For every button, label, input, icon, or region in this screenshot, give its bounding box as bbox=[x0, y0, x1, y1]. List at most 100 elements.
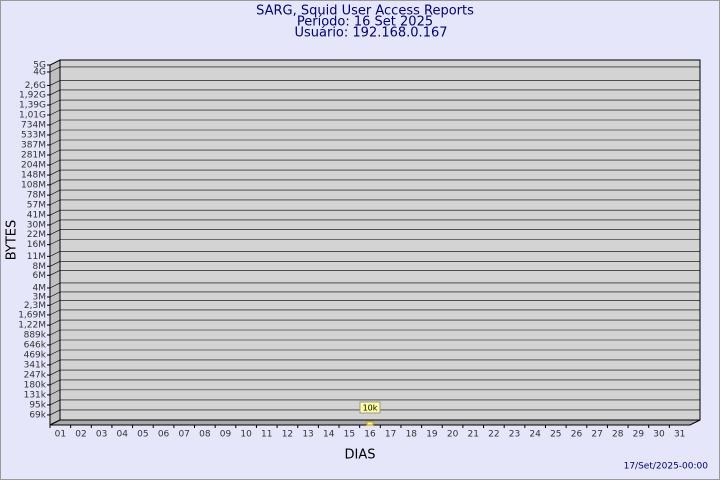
y-tick-label: 95k bbox=[29, 400, 46, 410]
y-tick-label: 180k bbox=[24, 380, 47, 390]
x-tick-label: 03 bbox=[96, 430, 107, 440]
y-tick-label: 281M bbox=[21, 151, 46, 161]
grid-line bbox=[49, 119, 700, 126]
y-tick-label: 22M bbox=[27, 230, 46, 240]
x-tick-label: 14 bbox=[323, 430, 335, 440]
y-tick-label: 387M bbox=[21, 141, 46, 151]
y-tick-label: 1,22M bbox=[18, 321, 46, 331]
grid-line bbox=[49, 149, 700, 156]
subtitle: Usuário: 192.168.0.167 bbox=[294, 26, 447, 41]
y-tick-label: 1,39G bbox=[19, 101, 46, 111]
grid-line bbox=[49, 399, 700, 406]
x-tick-label: 08 bbox=[199, 430, 211, 440]
grid-line bbox=[49, 291, 700, 298]
x-tick-label: 27 bbox=[591, 430, 602, 440]
x-tick-label: 05 bbox=[137, 430, 148, 440]
footer: 17/Set/2025-00:00 bbox=[624, 462, 709, 472]
y-tick-label: 2,3M bbox=[24, 301, 46, 311]
plot-area bbox=[59, 59, 701, 421]
grid-line bbox=[49, 139, 700, 146]
grid-line bbox=[49, 409, 700, 416]
x-tick-label: 02 bbox=[75, 430, 86, 440]
x-tick-label: 31 bbox=[674, 430, 685, 440]
y-tick-label: 889k bbox=[24, 331, 47, 341]
grid-line bbox=[49, 209, 700, 216]
grid-line bbox=[49, 159, 700, 166]
x-tick-label: 26 bbox=[571, 430, 583, 440]
x-tick-label: 21 bbox=[467, 430, 478, 440]
grid-line bbox=[49, 282, 700, 289]
y-tick-label: 533M bbox=[21, 131, 46, 141]
x-tick-label: 23 bbox=[509, 430, 520, 440]
value-label: 10k bbox=[363, 404, 378, 413]
x-tick-label: 11 bbox=[261, 430, 272, 440]
x-tick-label: 19 bbox=[426, 430, 438, 440]
x-tick-label: 12 bbox=[282, 430, 293, 440]
y-tick-label: 2,6G bbox=[25, 81, 46, 91]
y-tick-label: 5G bbox=[33, 61, 46, 71]
value-label-box bbox=[359, 401, 381, 414]
floor bbox=[49, 419, 701, 426]
x-tick-label: 22 bbox=[488, 430, 499, 440]
x-tick-label: 04 bbox=[117, 430, 129, 440]
y-tick-label: 69k bbox=[29, 410, 46, 420]
grid-line bbox=[49, 169, 700, 176]
grid-line bbox=[49, 80, 700, 86]
grid-line bbox=[49, 379, 700, 386]
y-tick-label: 1,01G bbox=[19, 111, 46, 121]
grid-line bbox=[49, 339, 700, 346]
grid-line bbox=[49, 309, 700, 316]
grid-line bbox=[49, 189, 700, 196]
grid-line bbox=[49, 239, 700, 245]
y-tick-label: 16M bbox=[27, 240, 46, 250]
x-tick-label: 13 bbox=[302, 430, 313, 440]
x-tick-label: 25 bbox=[550, 430, 561, 440]
subtitle: Período: 16 Set 2025 bbox=[297, 15, 433, 30]
grid-line bbox=[49, 199, 700, 206]
grid-line bbox=[49, 129, 700, 136]
grid-line bbox=[49, 179, 700, 186]
y-tick-label: 469k bbox=[24, 351, 47, 361]
x-tick-label: 07 bbox=[178, 430, 189, 440]
y-tick-label: 148M bbox=[21, 171, 46, 181]
grid-line bbox=[49, 349, 700, 356]
x-tick-label: 20 bbox=[447, 430, 459, 440]
x-axis-label: DIAS bbox=[345, 448, 376, 463]
x-tick-label: 06 bbox=[158, 430, 170, 440]
x-tick-label: 30 bbox=[653, 430, 665, 440]
grid-line bbox=[49, 229, 700, 235]
side-wall bbox=[49, 59, 61, 426]
y-tick-label: 11M bbox=[27, 252, 46, 262]
x-tick-label: 28 bbox=[612, 430, 624, 440]
y-tick-label: 8M bbox=[33, 262, 47, 272]
y-axis-label: BYTES bbox=[5, 220, 20, 261]
x-tick-label: 10 bbox=[240, 430, 252, 440]
grid-line bbox=[49, 251, 700, 257]
x-tick-label: 15 bbox=[344, 430, 355, 440]
y-tick-label: 57M bbox=[27, 200, 46, 210]
y-tick-label: 204M bbox=[21, 161, 46, 171]
x-tick-label: 24 bbox=[529, 430, 541, 440]
y-tick-label: 247k bbox=[24, 371, 47, 381]
chart-title: SARG, Squid User Access Reports bbox=[256, 4, 474, 19]
x-tick-label: 16 bbox=[364, 430, 376, 440]
y-tick-label: 341k bbox=[24, 360, 47, 370]
y-tick-label: 131k bbox=[24, 390, 47, 400]
grid-line bbox=[49, 359, 700, 366]
grid-line bbox=[49, 269, 700, 276]
grid-line bbox=[49, 66, 700, 73]
bar bbox=[366, 421, 374, 426]
grid-line bbox=[49, 329, 700, 336]
grid-line bbox=[49, 109, 700, 116]
grid-line bbox=[49, 89, 700, 96]
grid-line bbox=[49, 389, 700, 396]
y-tick-label: 734M bbox=[21, 120, 46, 130]
grid-line bbox=[49, 219, 700, 226]
y-tick-label: 4G bbox=[33, 67, 46, 77]
grid-line bbox=[49, 299, 700, 306]
grid-line bbox=[49, 59, 700, 66]
grid-line bbox=[49, 261, 700, 267]
y-tick-label: 4M bbox=[33, 283, 47, 293]
y-tick-label: 3M bbox=[33, 292, 47, 302]
